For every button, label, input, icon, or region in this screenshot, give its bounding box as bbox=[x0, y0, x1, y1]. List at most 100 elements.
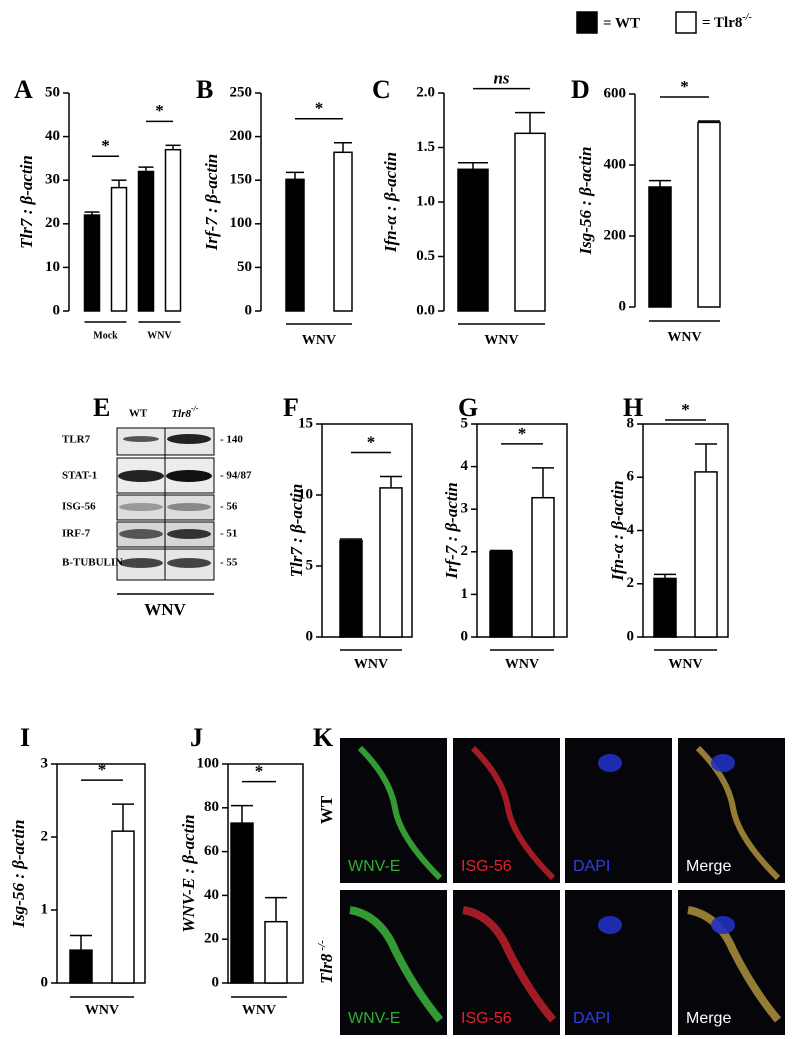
channel-label: WNV-E bbox=[348, 858, 400, 875]
legend-label-sup: -/- bbox=[742, 12, 751, 23]
blot-band bbox=[119, 558, 163, 568]
blot-band bbox=[167, 503, 211, 511]
significance-label: * bbox=[255, 762, 264, 781]
y-tick-label: 40 bbox=[204, 887, 219, 903]
bar bbox=[489, 551, 513, 638]
panel-letter: D bbox=[571, 75, 590, 104]
channel-label: WNV-E bbox=[348, 1010, 400, 1027]
y-axis-label: WNV-E : β-actin bbox=[179, 814, 198, 932]
y-tick-label: 0 bbox=[619, 298, 627, 314]
panel-letter: I bbox=[20, 723, 30, 752]
y-axis-label: Isg-56 : β-actin bbox=[576, 147, 595, 256]
bar bbox=[285, 178, 305, 312]
blot-band bbox=[166, 470, 212, 482]
y-tick-label: 10 bbox=[298, 486, 313, 502]
y-tick-label: 50 bbox=[45, 84, 60, 100]
blot-band bbox=[167, 529, 211, 539]
blot-row-label: ISG-56 bbox=[62, 501, 96, 513]
legend-label: = WT bbox=[603, 15, 640, 31]
western-blot: E WT Tlr8-/- TLR7 STAT-1 ISG-56 IRF-7 B-… bbox=[62, 393, 252, 619]
y-axis-label: Ifn-α : β-actin bbox=[608, 480, 627, 581]
y-tick-label: 6 bbox=[627, 469, 635, 485]
panel-letter: E bbox=[93, 393, 110, 422]
bar bbox=[648, 186, 672, 308]
panel-letter: C bbox=[372, 75, 391, 104]
y-tick-label: 5 bbox=[306, 557, 314, 573]
bar bbox=[69, 949, 93, 984]
y-tick-label: 8 bbox=[627, 415, 635, 431]
y-tick-label: 4 bbox=[461, 458, 469, 474]
significance-label: * bbox=[680, 77, 689, 96]
bar bbox=[531, 496, 555, 638]
blot-size: - 140 bbox=[220, 434, 243, 446]
nucleus bbox=[711, 754, 735, 772]
panel-letter: B bbox=[196, 75, 213, 104]
x-category-label: WNV bbox=[354, 657, 388, 672]
nucleus bbox=[598, 916, 622, 934]
y-axis-label: Tlr7 : β-actin bbox=[287, 484, 306, 578]
y-tick-label: 200 bbox=[230, 128, 253, 144]
significance-label: * bbox=[315, 99, 324, 118]
y-tick-label: 20 bbox=[45, 215, 60, 231]
panel-letter: H bbox=[623, 393, 643, 422]
y-axis-label: Isg-56 : β-actin bbox=[9, 820, 28, 929]
significance-label: * bbox=[155, 101, 164, 120]
significance-label: * bbox=[518, 424, 527, 443]
panel-letter: F bbox=[283, 393, 299, 422]
y-axis-label: Tlr7 : β-actin bbox=[17, 155, 36, 249]
y-axis-label: Irf-7 : β-actin bbox=[202, 154, 221, 252]
y-tick-label: 60 bbox=[204, 843, 219, 859]
significance-label: * bbox=[98, 760, 107, 779]
y-tick-label: 0.0 bbox=[416, 302, 435, 318]
blot-row-label: B-TUBULIN bbox=[62, 557, 123, 569]
cell-signal bbox=[357, 745, 443, 881]
blot-band bbox=[123, 436, 159, 442]
legend-label-main: = Tlr8 bbox=[702, 15, 742, 31]
x-category-label: WNV bbox=[505, 657, 539, 672]
cell-signal bbox=[462, 906, 557, 1023]
panel-letter: K bbox=[313, 723, 334, 752]
y-tick-label: 0 bbox=[53, 302, 61, 318]
y-tick-label: 0 bbox=[212, 974, 220, 990]
x-category-label: WNV bbox=[668, 657, 702, 672]
bar bbox=[111, 830, 135, 984]
y-tick-label: 20 bbox=[204, 931, 219, 947]
x-category-label: WNV bbox=[667, 330, 701, 345]
blot-row-label: IRF-7 bbox=[62, 528, 91, 540]
blot-band bbox=[119, 529, 163, 539]
blot-row-label: TLR7 bbox=[62, 434, 91, 446]
blot-column-label: WT bbox=[129, 408, 148, 420]
y-tick-label: 4 bbox=[627, 522, 635, 538]
blot-size: - 55 bbox=[220, 557, 238, 569]
y-tick-label: 600 bbox=[604, 85, 627, 101]
y-tick-label: 1.5 bbox=[416, 139, 435, 155]
y-tick-label: 15 bbox=[298, 415, 313, 431]
panel-letter: A bbox=[14, 75, 33, 104]
panel-letter: G bbox=[458, 393, 478, 422]
y-tick-label: 5 bbox=[461, 415, 469, 431]
y-tick-label: 3 bbox=[461, 501, 469, 517]
nucleus bbox=[711, 916, 735, 934]
y-tick-label: 0 bbox=[461, 628, 469, 644]
bar bbox=[137, 170, 155, 312]
cell-signal bbox=[349, 906, 444, 1023]
blot-column-label: Tlr8-/- bbox=[171, 404, 198, 420]
blot-size: - 51 bbox=[220, 528, 237, 540]
bar bbox=[514, 132, 546, 312]
y-tick-label: 1.0 bbox=[416, 193, 435, 209]
y-tick-label: 100 bbox=[197, 755, 220, 771]
y-tick-label: 50 bbox=[237, 259, 252, 275]
x-category-label: WNV bbox=[302, 333, 336, 348]
bar bbox=[164, 148, 182, 312]
y-axis-label: Ifn-α : β-actin bbox=[381, 152, 400, 253]
bar bbox=[230, 822, 254, 984]
blot-band bbox=[167, 558, 211, 568]
channel-label: DAPI bbox=[573, 858, 610, 875]
blot-column-sup: -/- bbox=[191, 404, 199, 413]
y-tick-label: 1 bbox=[41, 901, 49, 917]
image-grid: WNV-E ISG-56 DAPI Merge WNV-E ISG-56 DAPI Merge bbox=[340, 738, 785, 1035]
blot-row-label: STAT-1 bbox=[62, 470, 97, 482]
row-label-sup: -/- bbox=[316, 940, 328, 951]
bar bbox=[379, 487, 403, 638]
channel-label: Merge bbox=[686, 1010, 731, 1027]
